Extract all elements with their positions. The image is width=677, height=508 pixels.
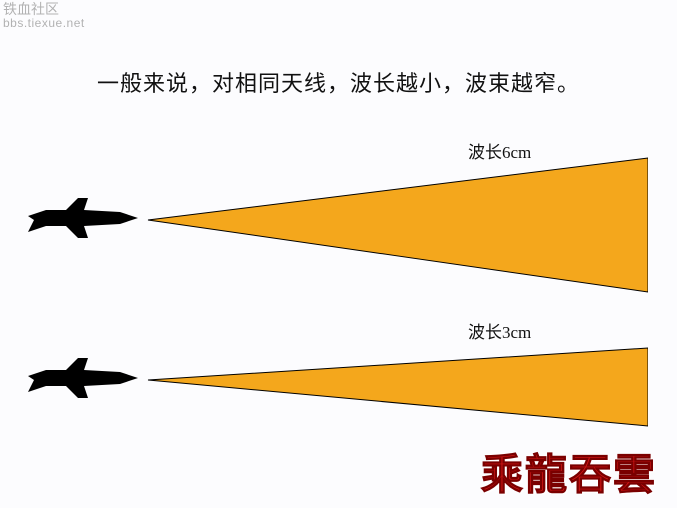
watermark-line1: 铁血社区	[3, 2, 85, 17]
diagram-title: 一般来说，对相同天线，波长越小，波束越窄。	[0, 66, 677, 98]
watermark-line2: bbs.tiexue.net	[3, 17, 85, 30]
author-signature: 乘龍吞雲	[481, 441, 657, 502]
beam-label-0: 波长6cm	[468, 138, 531, 163]
source-watermark: 铁血社区 bbs.tiexue.net	[3, 2, 85, 31]
beam-diagram: 波长6cm 波长3cm	[28, 138, 648, 448]
beam-label-1: 波长3cm	[468, 318, 531, 343]
diagram-svg	[28, 138, 648, 448]
